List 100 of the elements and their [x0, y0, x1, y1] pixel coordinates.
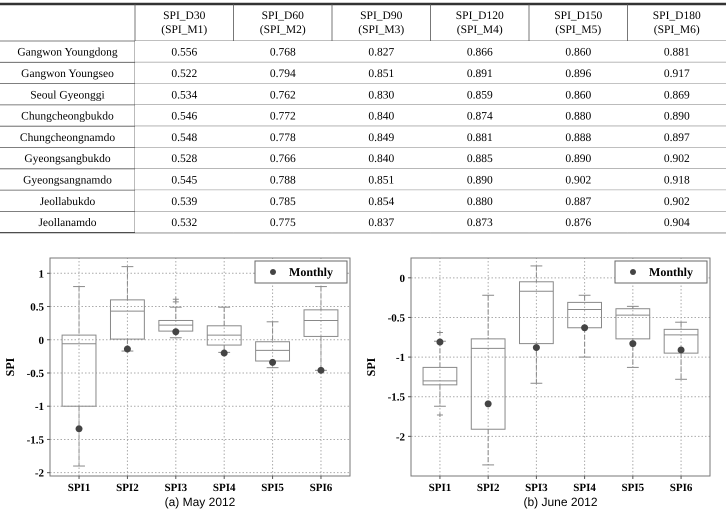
data-label: 0.840	[368, 110, 394, 123]
point	[532, 344, 540, 352]
y-tick-label: -2	[396, 431, 406, 444]
data-label: 0.860	[565, 89, 592, 102]
data-label: 0.794	[270, 68, 296, 80]
point	[629, 340, 636, 348]
data-label: 0.539	[171, 196, 198, 208]
y-tick-label: Chungcheongnamdo	[20, 132, 116, 144]
y-tick-label: Jeollanamdo	[38, 217, 97, 230]
data-label: 0.897	[664, 132, 690, 144]
data-label: 0.890	[466, 174, 493, 186]
x-tick-label: SPI3	[164, 482, 188, 494]
data-label: 0.851	[368, 68, 394, 80]
x-tick-label: SPI_D60 (SPI_M2)	[260, 10, 306, 36]
data-label: 0.881	[466, 132, 493, 144]
text: (b) June 2012	[523, 495, 598, 509]
data-label: 0.775	[270, 217, 296, 230]
x-tick-label: SPI2	[476, 482, 500, 494]
y-tick-label: Gangwon Youngseo	[21, 68, 114, 80]
data-label: 0.778	[270, 132, 296, 144]
x-tick-label: SPI_D180 (SPI_M6)	[652, 10, 701, 36]
data-label: 0.896	[565, 68, 592, 80]
legend-label: Monthly	[649, 265, 694, 279]
point	[581, 324, 588, 332]
y-tick-label: Chungcheongbukdo	[21, 110, 114, 123]
data-label: 0.532	[171, 217, 198, 230]
data-label: 0.874	[466, 110, 493, 123]
data-label: 0.902	[664, 196, 690, 208]
data-label: 0.849	[368, 132, 394, 144]
data-label: 0.880	[565, 110, 592, 123]
data-label: 0.873	[466, 217, 493, 230]
data-label: 0.881	[664, 46, 690, 59]
y-tick-label: 0.5	[30, 302, 44, 314]
y-axis-title: SPI	[3, 357, 17, 376]
data-label: 0.534	[171, 89, 198, 102]
x-tick-label: SPI2	[116, 482, 140, 494]
data-label: 0.837	[368, 217, 394, 230]
point	[76, 425, 83, 432]
data-label: 0.545	[171, 174, 198, 186]
x-tick-label: SPI4	[573, 482, 596, 494]
y-tick-label: Gyeongsangnamdo	[23, 174, 112, 186]
point	[124, 346, 131, 353]
data-label: 0.890	[565, 153, 592, 166]
data-label: 0.851	[368, 174, 394, 186]
point	[220, 350, 228, 357]
y-tick-label: 0	[400, 272, 406, 285]
x-tick-label: SPI_D150 (SPI_M5)	[554, 10, 602, 36]
data-label: 0.785	[270, 196, 296, 208]
point	[678, 346, 685, 354]
data-label: 0.840	[368, 153, 394, 166]
data-label: 0.522	[171, 68, 198, 80]
y-tick-label: Gyeongsangbukdo	[24, 153, 111, 166]
x-tick-label: SPI5	[261, 482, 284, 494]
point	[317, 366, 324, 374]
x-tick-label: SPI5	[622, 482, 645, 494]
data-label: 0.891	[466, 68, 493, 80]
data-label: 0.548	[171, 132, 198, 144]
data-label: 0.904	[664, 217, 690, 230]
data-label: 0.866	[466, 46, 493, 59]
data-label: 0.546	[171, 110, 198, 123]
point	[269, 358, 276, 366]
x-tick-label: SPI3	[525, 482, 548, 494]
data-label: 0.859	[466, 89, 493, 102]
data-label: 0.876	[565, 217, 592, 230]
y-tick-label: -1.5	[388, 392, 406, 404]
point	[436, 338, 444, 346]
y-tick-label: -1.5	[26, 434, 44, 446]
x-tick-label: SPI6	[670, 482, 693, 494]
y-tick-label: -1	[34, 401, 44, 414]
data-label: 0.830	[368, 89, 394, 102]
y-tick-label: 1	[38, 268, 44, 280]
data-label: 0.885	[466, 153, 493, 166]
y-tick-label: -2	[34, 468, 44, 480]
x-tick-label: SPI1	[428, 482, 452, 494]
data-label: 0.768	[270, 46, 296, 59]
data-label: 0.902	[664, 153, 690, 166]
y-tick-label: -0.5	[388, 312, 406, 324]
data-label: 0.827	[368, 46, 394, 59]
data-label: 0.902	[565, 174, 592, 186]
data-label: 0.869	[664, 89, 690, 102]
data-label: 0.788	[270, 174, 296, 186]
data-label: 0.528	[171, 153, 198, 166]
data-label: 0.918	[664, 174, 690, 186]
data-label: 0.887	[565, 196, 592, 208]
y-tick-label: -1	[396, 352, 405, 364]
y-tick-label: Gangwon Youngdong	[17, 46, 118, 59]
data-label: 0.854	[368, 196, 394, 208]
y-tick-label: 0	[38, 334, 44, 347]
data-label: 0.556	[171, 46, 198, 59]
data-label: 0.890	[664, 110, 690, 123]
legend-label: Monthly	[289, 265, 334, 279]
x-tick-label: SPI4	[212, 482, 236, 494]
x-tick-label: SPI1	[68, 482, 90, 494]
data-label: 0.772	[270, 110, 296, 123]
y-tick-label: -0.5	[26, 368, 44, 380]
data-label: 0.880	[466, 196, 493, 208]
point	[484, 400, 492, 408]
x-tick-label: SPI_D30 (SPI_M1)	[161, 10, 208, 36]
x-tick-label: SPI6	[310, 482, 333, 494]
data-label: 0.888	[565, 132, 592, 144]
